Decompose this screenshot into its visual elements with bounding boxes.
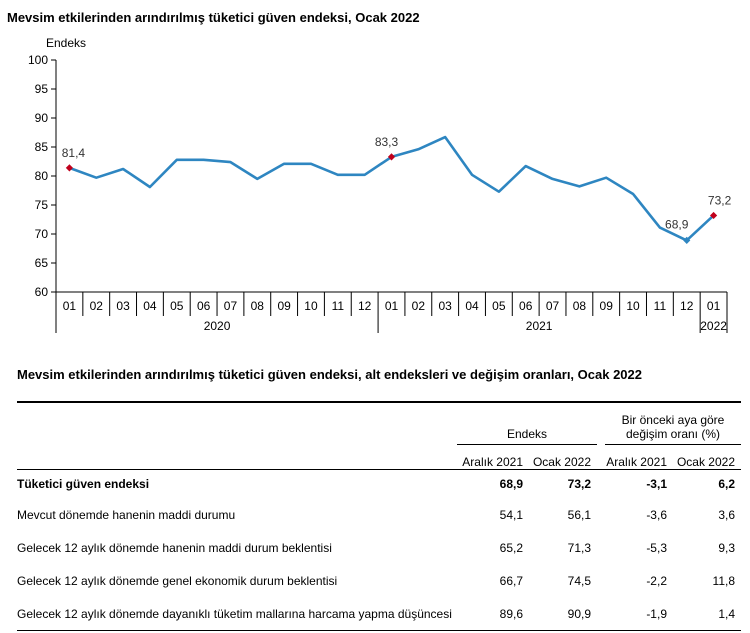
x-tick-label: 01 <box>385 299 399 313</box>
y-tick-label: 90 <box>35 111 49 125</box>
table-row: Mevcut dönemde hanenin maddi durumu 54,1… <box>17 498 741 531</box>
cell: 73,2 <box>567 477 591 491</box>
table-row: Gelecek 12 aylık dönemde dayanıklı tüket… <box>17 597 741 631</box>
x-tick-label: 02 <box>412 299 426 313</box>
table-row: Gelecek 12 aylık dönemde genel ekonomik … <box>17 564 741 597</box>
data-label: 81,4 <box>62 146 86 160</box>
cell: 71,3 <box>567 540 591 555</box>
y-tick-label: 80 <box>35 169 49 183</box>
cell: -1,9 <box>646 606 667 621</box>
cell: 11,8 <box>712 573 735 588</box>
cell: 68,9 <box>499 477 523 491</box>
series-line <box>68 135 715 242</box>
x-tick-label: 02 <box>90 299 104 313</box>
x-tick-label: 12 <box>358 299 372 313</box>
data-point-marker <box>65 164 74 172</box>
x-tick-label: 01 <box>63 299 77 313</box>
header-group-change: Bir önceki aya göre değişim oranı (%) <box>605 402 741 445</box>
cell: -2,2 <box>646 573 667 588</box>
x-tick-label: 12 <box>680 299 694 313</box>
cell: 90,9 <box>567 606 591 621</box>
x-tick-label: 10 <box>304 299 318 313</box>
x-tick-label: 08 <box>251 299 265 313</box>
cell: 56,1 <box>567 507 591 522</box>
table-title: Mevsim etkilerinden arındırılmış tüketic… <box>17 367 642 382</box>
x-tick-label: 09 <box>277 299 291 313</box>
row-label: Tüketici güven endeksi <box>17 477 150 491</box>
col-header: Aralık 2021 <box>462 455 523 469</box>
data-point-marker <box>387 153 396 161</box>
row-label: Mevcut dönemde hanenin maddi durumu <box>17 507 236 522</box>
x-tick-label: 06 <box>519 299 533 313</box>
x-tick-label: 03 <box>116 299 130 313</box>
row-label: Gelecek 12 aylık dönemde genel ekonomik … <box>17 573 338 588</box>
table-row: Gelecek 12 aylık dönemde hanenin maddi d… <box>17 531 741 564</box>
x-tick-label: 04 <box>465 299 479 313</box>
col-header: Aralık 2021 <box>606 455 667 469</box>
x-tick-label: 08 <box>573 299 587 313</box>
line-chart: 60 65 70 75 80 85 90 95 100 Endeks 01 02 03 04 05 06 07 0… <box>28 36 732 333</box>
year-label: 2022 <box>700 319 727 333</box>
header-group-change-line2: değişim oranı (%) <box>625 427 721 441</box>
table-header-columns: Aralık 2021 Ocak 2022 Aralık 2021 Ocak 2… <box>17 445 741 470</box>
header-group-change-line1: Bir önceki aya göre <box>621 413 725 427</box>
x-tick-label: 09 <box>600 299 614 313</box>
table-header-groups: Endeks Bir önceki aya göre değişim oranı… <box>17 402 741 445</box>
y-tick-label: 100 <box>28 53 48 67</box>
y-axis-label: Endeks <box>46 36 86 50</box>
cell: 66,7 <box>499 573 523 588</box>
cell: -3,6 <box>646 507 667 522</box>
cell: 89,6 <box>499 606 523 621</box>
data-label: 83,3 <box>375 135 399 149</box>
row-label: Gelecek 12 aylık dönemde hanenin maddi d… <box>17 540 332 555</box>
cell: -3,1 <box>646 477 667 491</box>
y-tick-label: 60 <box>35 285 49 299</box>
x-tick-label: 03 <box>439 299 453 313</box>
x-tick-label: 11 <box>654 299 667 313</box>
cell: 6,2 <box>718 477 735 491</box>
y-tick-label: 65 <box>35 256 49 270</box>
header-empty <box>17 402 457 445</box>
cell: 65,2 <box>499 540 523 555</box>
data-point-marker <box>683 236 691 244</box>
cell: 74,5 <box>567 573 591 588</box>
data-label: 68,9 <box>665 217 689 231</box>
x-tick-label: 05 <box>170 299 184 313</box>
subindex-table: Endeks Bir önceki aya göre değişim oranı… <box>17 401 741 631</box>
x-tick-label: 07 <box>224 299 238 313</box>
chart-series: 81,4 83,3 68,9 73,2 <box>62 135 732 244</box>
cell: 54,1 <box>499 507 523 522</box>
x-tick-label: 05 <box>492 299 506 313</box>
x-tick-label: 06 <box>197 299 211 313</box>
cell: -5,3 <box>646 540 667 555</box>
x-tick-label: 10 <box>626 299 640 313</box>
col-header: Ocak 2022 <box>532 455 591 469</box>
x-tick-label: 11 <box>332 299 345 313</box>
header-group-index: Endeks <box>457 402 597 445</box>
y-tick-label: 85 <box>35 140 49 154</box>
cell: 1,4 <box>718 606 735 621</box>
year-label: 2021 <box>526 319 553 333</box>
chart-title: Mevsim etkilerinden arındırılmış tüketic… <box>7 10 420 25</box>
data-point-marker <box>709 211 718 220</box>
cell: 9,3 <box>718 540 735 555</box>
x-tick-label: 07 <box>546 299 560 313</box>
cell: 3,6 <box>718 507 735 522</box>
y-tick-label: 70 <box>35 227 49 241</box>
row-label: Gelecek 12 aylık dönemde dayanıklı tüket… <box>17 606 452 621</box>
chart-axes: 60 65 70 75 80 85 90 95 100 Endeks 01 02 03 04 05 06 07 0… <box>28 36 728 333</box>
x-tick-label: 04 <box>143 299 157 313</box>
data-label: 73,2 <box>708 193 732 207</box>
y-tick-label: 75 <box>35 198 49 212</box>
year-label: 2020 <box>204 319 231 333</box>
x-tick-label: 01 <box>707 299 721 313</box>
y-tick-label: 95 <box>35 82 49 96</box>
col-header: Ocak 2022 <box>676 455 735 469</box>
table-row: Tüketici güven endeksi 68,9 73,2 -3,1 6,… <box>17 470 741 499</box>
